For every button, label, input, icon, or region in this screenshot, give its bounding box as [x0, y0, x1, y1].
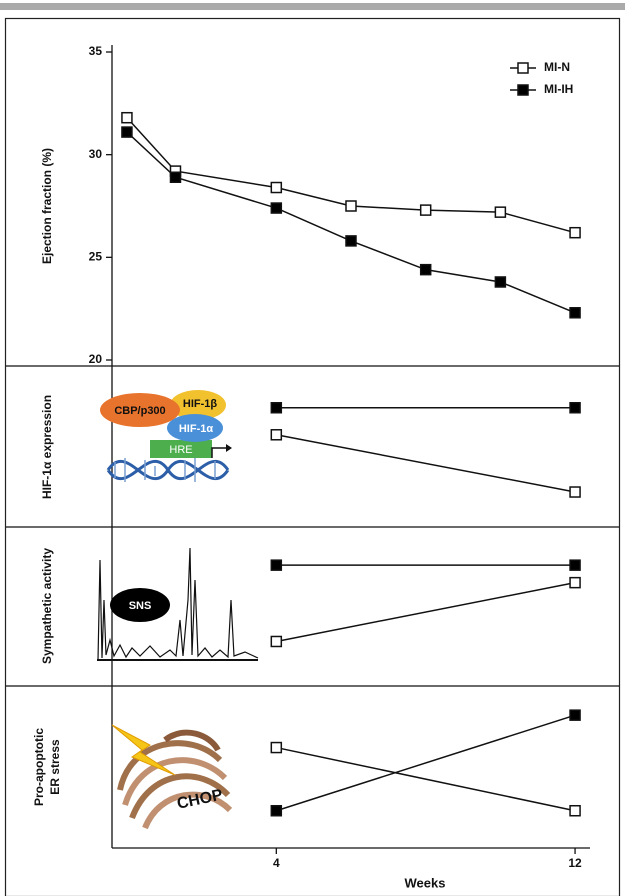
marker: [346, 201, 356, 211]
marker: [271, 403, 281, 413]
marker: [271, 636, 281, 646]
marker: [570, 806, 580, 816]
marker: [271, 560, 281, 570]
x-tick-label: 4: [273, 856, 280, 870]
marker: [570, 560, 580, 570]
x-axis-label: Weeks: [405, 875, 446, 890]
y-tick-label: 30: [89, 147, 103, 161]
y-axis-label: HIF-1α expression: [40, 395, 54, 499]
sns-illustration: [97, 548, 258, 660]
marker: [271, 743, 281, 753]
marker: [271, 806, 281, 816]
marker: [570, 578, 580, 588]
annotation: HIF-1α: [179, 423, 214, 435]
series-line: [127, 132, 575, 313]
marker: [346, 236, 356, 246]
marker: [570, 228, 580, 238]
marker: [570, 403, 580, 413]
er-illustration: [120, 733, 230, 828]
marker: [271, 430, 281, 440]
marker: [570, 308, 580, 318]
marker: [122, 127, 132, 137]
legend-label: MI-IH: [544, 82, 573, 96]
series-line: [276, 435, 575, 492]
y-axis-label: Sympathetic activity: [40, 548, 54, 664]
annotation: HIF-1β: [183, 398, 218, 410]
annotation: CBP/p300: [114, 405, 165, 417]
series-line: [127, 118, 575, 233]
y-tick-label: 35: [89, 44, 103, 58]
marker: [271, 183, 281, 193]
annotation: HRE: [169, 444, 192, 456]
top-bar: [0, 3, 625, 10]
marker: [495, 277, 505, 287]
series-line: [276, 583, 575, 642]
y-tick-label: 25: [89, 250, 103, 264]
series-line: [276, 748, 575, 811]
y-axis-label: ER stress: [48, 739, 62, 795]
legend-marker: [518, 63, 528, 73]
marker: [570, 710, 580, 720]
marker: [122, 113, 132, 123]
figure: Ejection fraction (%) HIF-1α expression …: [0, 0, 625, 896]
marker: [421, 205, 431, 215]
annotation: SNS: [129, 600, 152, 612]
marker: [570, 487, 580, 497]
lightning: [112, 725, 175, 775]
legend-marker: [518, 85, 528, 95]
y-axis-label: Pro-apoptotic: [32, 728, 46, 806]
y-tick-label: 20: [89, 352, 103, 366]
x-tick-label: 12: [568, 856, 582, 870]
legend-label: MI-N: [544, 60, 570, 74]
y-axis-label: Ejection fraction (%): [40, 148, 54, 264]
annotation: CHOP: [176, 787, 225, 813]
marker: [170, 172, 180, 182]
marker: [271, 203, 281, 213]
marker: [421, 265, 431, 275]
series-line: [276, 715, 575, 811]
marker: [495, 207, 505, 217]
